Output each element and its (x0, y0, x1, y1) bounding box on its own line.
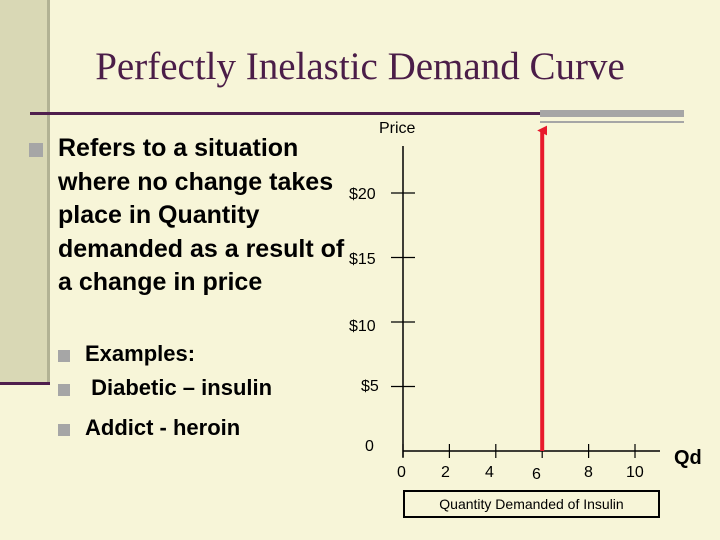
x-tick-label: 8 (584, 464, 593, 481)
title-rule-accent (540, 110, 684, 117)
main-bullet-text: Refers to a situation where no change ta… (58, 134, 345, 297)
sub-bullet-text: Addict - heroin (85, 415, 241, 440)
x-tick-label: 4 (485, 464, 494, 481)
left-accent-bottom-rule (0, 382, 50, 385)
title-rule (30, 112, 542, 115)
left-accent-strip (0, 0, 47, 384)
x-tick-label: 10 (626, 464, 644, 481)
bullet-square-icon (58, 350, 70, 362)
slide-title: Perfectly Inelastic Demand Curve (95, 45, 625, 88)
bullet-square-icon (58, 424, 70, 436)
x-tick-label: 6 (532, 466, 541, 483)
x-tick-label: 0 (397, 464, 406, 481)
y-tick-label: $5 (361, 378, 379, 395)
y-axis-label: Price (379, 120, 416, 137)
x-axis-qd-label: Qd (674, 447, 702, 469)
sub-bullet-text: Examples: (85, 341, 196, 366)
x-axis-caption: Quantity Demanded of Insulin (403, 490, 660, 518)
left-accent-edge (47, 0, 50, 384)
bullet-square-icon (29, 143, 43, 157)
sub-bullet-text: Diabetic – insulin (85, 375, 273, 400)
bullet-square-icon (58, 384, 70, 396)
title-rule-accent-line (540, 121, 684, 123)
y-tick-label: $20 (349, 186, 376, 203)
y-origin-label: 0 (365, 438, 374, 455)
y-tick-label: $15 (349, 251, 376, 268)
y-tick-label: $10 (349, 318, 376, 335)
x-tick-label: 2 (441, 464, 450, 481)
